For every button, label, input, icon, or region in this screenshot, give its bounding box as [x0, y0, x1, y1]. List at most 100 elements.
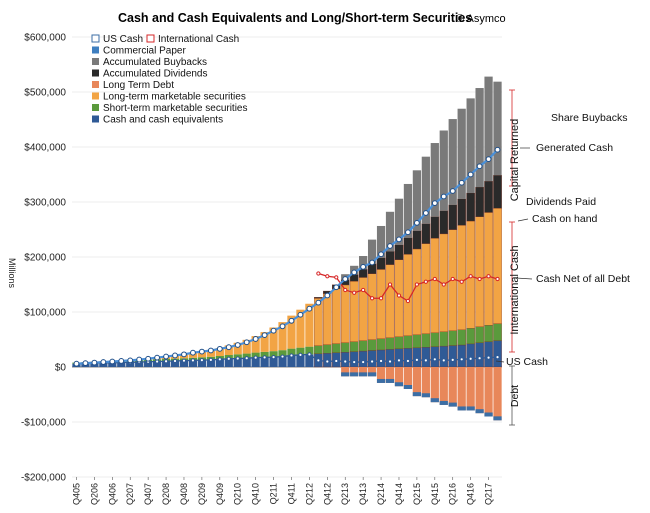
legend-swatch [92, 115, 99, 123]
series-point [369, 259, 376, 266]
series-point [136, 356, 143, 363]
series-point [252, 336, 259, 342]
series-point [440, 193, 447, 200]
debt-bar [421, 367, 430, 398]
series-point [468, 356, 473, 361]
bar-segment [242, 353, 251, 359]
series-point [82, 360, 89, 367]
y-tick-label: $100,000 [24, 308, 66, 319]
series-point [333, 284, 340, 291]
pointer-line [515, 277, 533, 280]
series-point [316, 358, 321, 363]
series-point [225, 344, 232, 351]
x-tick-label: Q413 [358, 483, 368, 505]
series-point [334, 358, 339, 364]
series-point [325, 274, 330, 279]
series-point [127, 357, 134, 364]
bar-segment [287, 348, 296, 356]
bar-segment [296, 309, 305, 348]
annotation-label: Generated Cash [536, 142, 613, 154]
series-point [413, 220, 420, 226]
bar-segment [367, 239, 377, 264]
series-point [378, 296, 384, 301]
series-point [207, 347, 214, 354]
x-tick-label: Q210 [233, 483, 243, 505]
bar-segment [448, 204, 458, 230]
bar-segment [475, 88, 484, 188]
debt-cap [421, 393, 430, 398]
bar-segment [394, 244, 404, 260]
debt-cap [475, 409, 484, 414]
series-point [118, 358, 125, 364]
x-tick-label: Q416 [466, 483, 476, 505]
bar-segment [340, 342, 350, 353]
series-point [154, 354, 161, 361]
bar-segment [439, 210, 449, 235]
bar-segment [179, 360, 189, 367]
bar-segment [224, 345, 233, 356]
bar-segment [421, 243, 431, 334]
annotations: Share Buybacks Generated Cash Dividends Pa… [495, 89, 630, 426]
series-point [91, 359, 98, 366]
debt-bar [475, 367, 484, 414]
x-tick-label: Q406 [107, 483, 117, 505]
series-point [306, 305, 313, 312]
x-tick-label: Q209 [197, 483, 207, 505]
legend-label: Accumulated Dividends [103, 69, 208, 80]
bar-segment [367, 350, 377, 368]
series-point [495, 355, 500, 360]
y-tick-label: $600,000 [24, 33, 66, 44]
bar-segment [421, 223, 431, 244]
series-point [73, 360, 80, 367]
x-tick-label: Q409 [215, 483, 225, 505]
series-lines [73, 146, 501, 367]
x-tick-label: Q408 [179, 483, 189, 505]
bar-segment [331, 343, 341, 353]
annotation-label: Share Buybacks [551, 112, 627, 124]
series-point [360, 264, 367, 270]
series-point [494, 146, 501, 153]
bar-segment [251, 357, 260, 367]
bar-segment [305, 354, 314, 367]
bar-segment [376, 349, 386, 368]
debt-cap [484, 412, 493, 417]
series-point [396, 293, 402, 298]
series-point [361, 359, 366, 365]
debt-cap [457, 406, 466, 411]
bar-segment [331, 288, 341, 344]
x-tick-label: Q412 [322, 483, 332, 505]
bar-segment [403, 335, 413, 349]
legend-label: Commercial Paper [103, 46, 186, 57]
bar-segment [358, 269, 368, 278]
series-point [449, 188, 456, 194]
series-point [423, 279, 428, 284]
series-point [477, 356, 482, 361]
series-point [396, 358, 402, 363]
series-point [163, 353, 169, 360]
series-point [145, 355, 152, 362]
series-point [431, 200, 438, 207]
x-tick-label: Q414 [394, 483, 404, 505]
annotation-label: Cash Net of all Debt [536, 273, 630, 285]
legend-swatch [92, 69, 99, 77]
series-point [235, 356, 240, 361]
bar-segment [493, 340, 502, 368]
series-point [414, 357, 419, 362]
debt-cap [385, 378, 395, 383]
bar-segment [430, 238, 440, 333]
series-point [297, 311, 304, 318]
bar-segment [403, 237, 413, 255]
y-tick-label: $500,000 [24, 88, 66, 99]
series-point [450, 276, 455, 282]
series-point [432, 276, 437, 282]
bar-segment [170, 360, 180, 367]
x-tick-label: Q212 [304, 483, 314, 505]
series-point [172, 352, 178, 359]
bar-segment [358, 277, 368, 341]
x-tick-label: Q415 [430, 483, 440, 505]
series-point [298, 352, 303, 357]
series-point [334, 275, 339, 280]
bar-segment [475, 342, 484, 368]
series-point [307, 352, 312, 357]
